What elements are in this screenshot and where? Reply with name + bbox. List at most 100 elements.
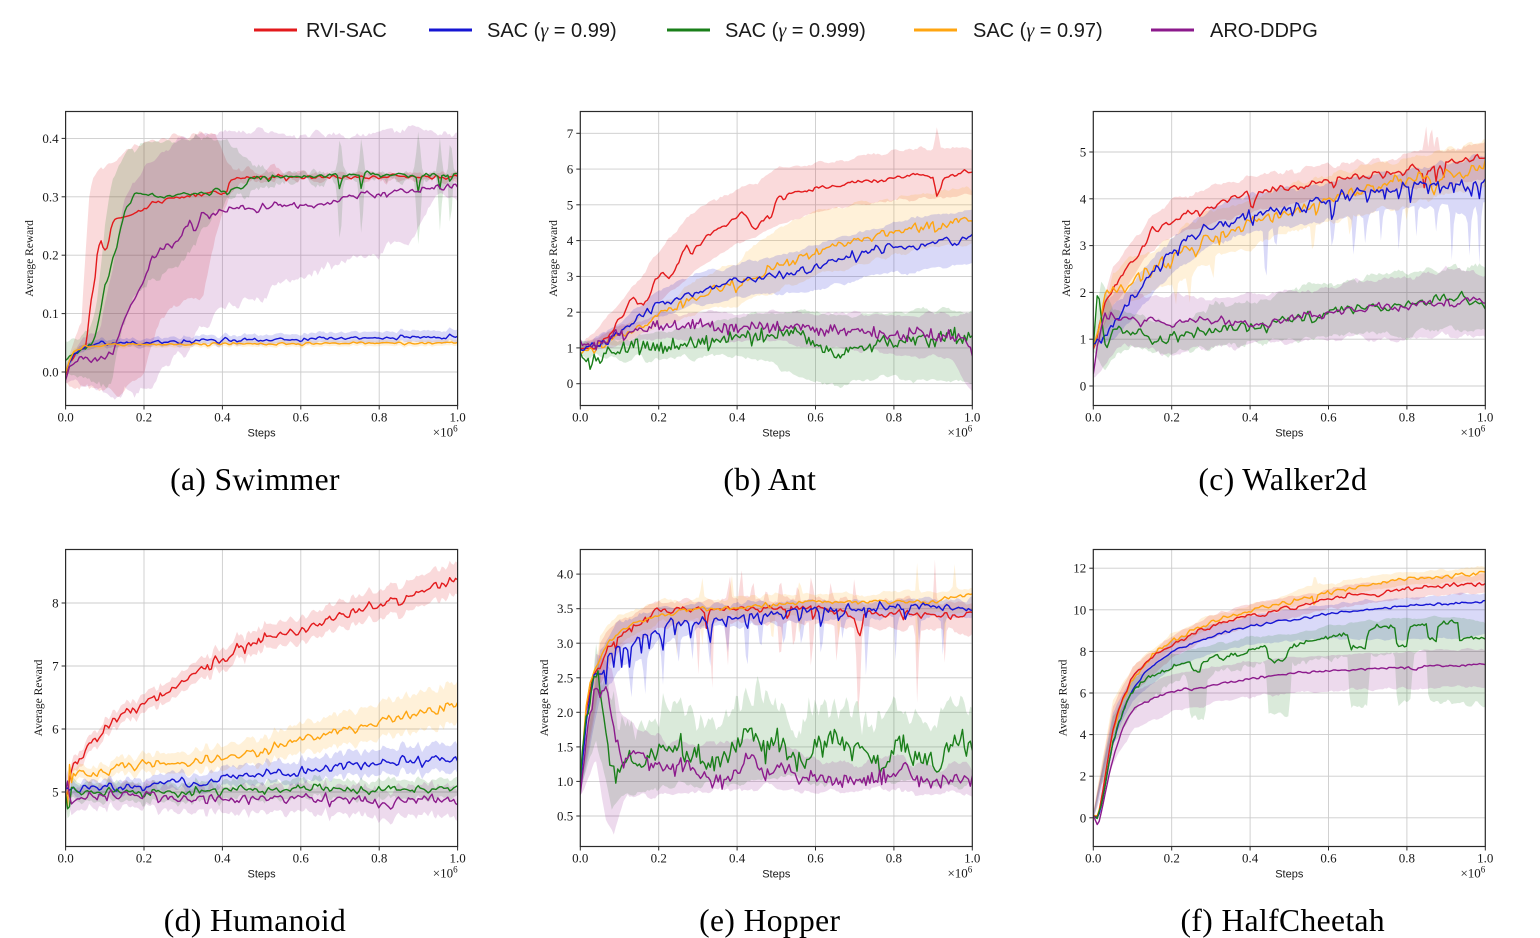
svg-text:0.0: 0.0: [57, 851, 73, 866]
svg-text:0.2: 0.2: [1164, 410, 1180, 425]
svg-text:1.0: 1.0: [1477, 851, 1493, 866]
svg-text:(c) Walker2d: (c) Walker2d: [1198, 462, 1367, 497]
svg-text:×106: ×106: [947, 865, 972, 881]
svg-text:0.6: 0.6: [293, 410, 310, 425]
svg-text:0.4: 0.4: [1242, 851, 1259, 866]
svg-text:Average Reward: Average Reward: [539, 659, 551, 736]
svg-text:1: 1: [1080, 332, 1087, 347]
svg-text:0.4: 0.4: [1242, 410, 1259, 425]
svg-text:0.3: 0.3: [42, 189, 58, 204]
svg-text:0.2: 0.2: [651, 410, 667, 425]
svg-text:0.0: 0.0: [42, 365, 58, 380]
svg-text:ARO-DDPG: ARO-DDPG: [1210, 20, 1318, 42]
svg-text:8: 8: [52, 596, 59, 611]
svg-text:SAC (γ = 0.99): SAC (γ = 0.99): [487, 20, 617, 42]
svg-text:0.5: 0.5: [557, 809, 573, 824]
svg-text:7: 7: [567, 126, 574, 141]
svg-text:Steps: Steps: [1275, 869, 1304, 881]
svg-text:0.8: 0.8: [1399, 410, 1415, 425]
svg-text:4.0: 4.0: [557, 567, 573, 582]
svg-text:2.0: 2.0: [557, 705, 573, 720]
svg-text:0: 0: [1080, 810, 1087, 825]
svg-text:RVI-SAC: RVI-SAC: [306, 20, 387, 42]
svg-text:Steps: Steps: [248, 428, 277, 440]
svg-text:0.6: 0.6: [1320, 851, 1337, 866]
svg-text:0.6: 0.6: [1320, 410, 1337, 425]
svg-text:4: 4: [1080, 191, 1087, 206]
svg-text:1.0: 1.0: [964, 410, 980, 425]
svg-text:3: 3: [1080, 238, 1087, 253]
svg-text:1.0: 1.0: [449, 410, 465, 425]
svg-text:×106: ×106: [433, 424, 458, 440]
svg-text:SAC (γ = 0.97): SAC (γ = 0.97): [973, 20, 1103, 42]
svg-text:0.2: 0.2: [651, 851, 667, 866]
svg-text:0.8: 0.8: [1399, 851, 1415, 866]
svg-text:×106: ×106: [1460, 865, 1485, 881]
svg-text:4: 4: [567, 233, 574, 248]
svg-text:3.5: 3.5: [557, 601, 573, 616]
svg-text:0.4: 0.4: [42, 131, 59, 146]
svg-text:0.8: 0.8: [886, 851, 902, 866]
svg-text:5: 5: [1080, 145, 1087, 160]
svg-text:0.4: 0.4: [214, 410, 231, 425]
svg-text:0.0: 0.0: [572, 851, 588, 866]
svg-text:0.2: 0.2: [1164, 851, 1180, 866]
svg-text:12: 12: [1073, 561, 1086, 576]
svg-text:0.2: 0.2: [136, 851, 152, 866]
svg-text:1.0: 1.0: [1477, 410, 1493, 425]
svg-text:Steps: Steps: [762, 428, 791, 440]
svg-text:0.6: 0.6: [293, 851, 310, 866]
svg-text:1.0: 1.0: [964, 851, 980, 866]
svg-text:Steps: Steps: [1275, 428, 1304, 440]
svg-text:8: 8: [1080, 644, 1087, 659]
svg-text:5: 5: [567, 197, 574, 212]
svg-text:×106: ×106: [1460, 424, 1485, 440]
svg-text:6: 6: [52, 722, 59, 737]
svg-text:2: 2: [1080, 285, 1087, 300]
svg-text:1.0: 1.0: [449, 851, 465, 866]
svg-text:2: 2: [567, 305, 574, 320]
svg-text:2: 2: [1080, 769, 1087, 784]
svg-text:2.5: 2.5: [557, 670, 573, 685]
svg-text:×106: ×106: [947, 424, 972, 440]
svg-text:1.5: 1.5: [557, 739, 573, 754]
svg-text:1: 1: [567, 340, 574, 355]
svg-text:0.0: 0.0: [1085, 851, 1101, 866]
svg-text:4: 4: [1080, 727, 1087, 742]
svg-text:0: 0: [567, 376, 574, 391]
svg-text:0.0: 0.0: [57, 410, 73, 425]
svg-text:0.8: 0.8: [371, 851, 387, 866]
svg-text:3.0: 3.0: [557, 636, 573, 651]
svg-text:0.0: 0.0: [572, 410, 588, 425]
svg-text:Average Reward: Average Reward: [548, 220, 560, 297]
svg-text:(d) Humanoid: (d) Humanoid: [164, 903, 346, 938]
svg-text:0.8: 0.8: [886, 410, 902, 425]
svg-text:×106: ×106: [433, 865, 458, 881]
svg-text:(a) Swimmer: (a) Swimmer: [170, 462, 340, 497]
svg-text:Average Reward: Average Reward: [1061, 220, 1073, 297]
svg-text:0.6: 0.6: [807, 851, 824, 866]
svg-text:1.0: 1.0: [557, 774, 573, 789]
svg-text:0.2: 0.2: [136, 410, 152, 425]
svg-text:0: 0: [1080, 379, 1087, 394]
svg-text:(f) HalfCheetah: (f) HalfCheetah: [1181, 903, 1386, 938]
svg-text:(e) Hopper: (e) Hopper: [699, 903, 840, 938]
svg-text:SAC (γ = 0.999): SAC (γ = 0.999): [725, 20, 866, 42]
svg-text:0.4: 0.4: [729, 410, 746, 425]
svg-text:6: 6: [1080, 686, 1087, 701]
svg-text:10: 10: [1073, 602, 1086, 617]
svg-text:5: 5: [52, 785, 59, 800]
svg-text:0.1: 0.1: [42, 306, 58, 321]
svg-text:Average Reward: Average Reward: [24, 220, 36, 297]
svg-text:3: 3: [567, 269, 574, 284]
svg-text:7: 7: [52, 659, 59, 674]
svg-text:Average Reward: Average Reward: [1057, 659, 1069, 736]
svg-text:0.4: 0.4: [214, 851, 231, 866]
svg-text:0.0: 0.0: [1085, 410, 1101, 425]
svg-text:0.4: 0.4: [729, 851, 746, 866]
svg-text:0.8: 0.8: [371, 410, 387, 425]
svg-text:Steps: Steps: [762, 869, 791, 881]
svg-text:0.2: 0.2: [42, 248, 58, 263]
svg-text:Steps: Steps: [248, 869, 277, 881]
svg-text:(b) Ant: (b) Ant: [723, 462, 816, 497]
